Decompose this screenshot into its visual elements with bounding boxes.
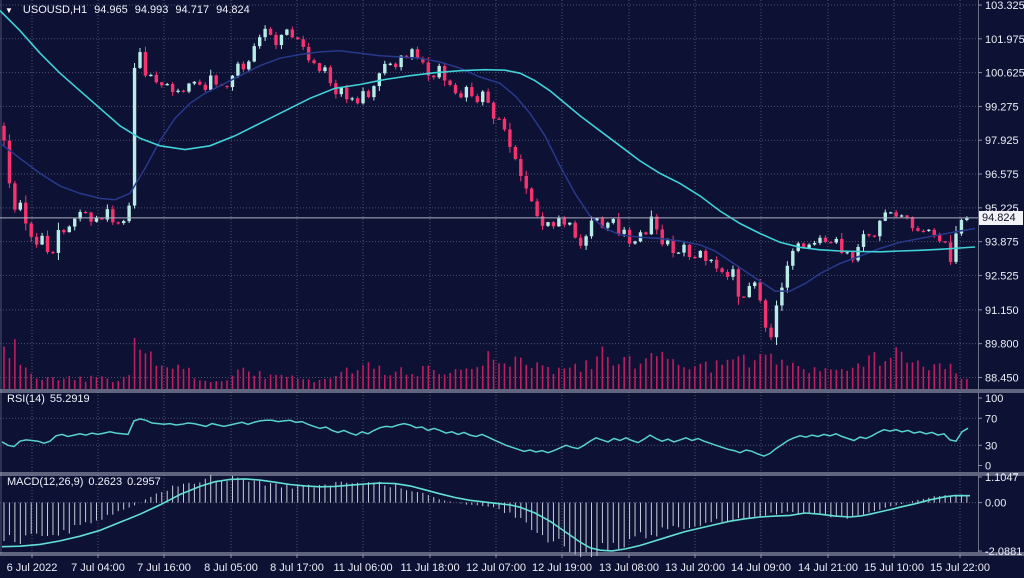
rsi-indicator-label: RSI(14) 55.2919: [7, 393, 95, 406]
time-tick-label: 8 Jul 17:00: [270, 562, 324, 574]
panel-separators: [0, 0, 1024, 556]
current-price-tag: 94.824: [979, 211, 1023, 225]
quote-open: 94.965: [94, 4, 128, 16]
rsi-tick-label: 0: [985, 461, 991, 473]
price-axis[interactable]: 103.325 101.975 100.625 99.275 97.925 96.575 9…: [978, 0, 1024, 384]
macd-panel: [0, 474, 978, 558]
grid-lines: [0, 0, 978, 554]
time-tick-label: 11 Jul 18:00: [400, 562, 459, 574]
macd-signal-value: 0.2957: [127, 476, 161, 488]
time-tick-label: 12 Jul 07:00: [466, 562, 526, 574]
time-tick-label: 14 Jul 09:00: [731, 562, 791, 574]
rsi-tick-label: 70: [985, 413, 997, 425]
quote-close: 94.824: [216, 4, 250, 16]
time-tick-label: 13 Jul 20:00: [665, 562, 725, 574]
time-tick-label: 15 Jul 22:00: [930, 562, 990, 574]
time-axis[interactable]: 6 Jul 2022 7 Jul 04:00 7 Jul 16:00 8 Jul 05…: [7, 554, 990, 574]
rsi-panel: [0, 417, 978, 457]
price-tick-label: 96.575: [985, 169, 1019, 181]
time-tick-label: 6 Jul 2022: [7, 562, 58, 574]
moving-averages: [0, 10, 976, 292]
price-tick-label: 92.525: [985, 270, 1019, 282]
symbol-period-label: USOUSD,H1: [22, 4, 88, 16]
macd-main-value: 0.2623: [88, 476, 123, 488]
macd-indicator-label: MACD(12,26,9) 0.2623 0.2957: [7, 476, 166, 489]
macd-signal-line: [1, 478, 971, 552]
price-tick-label: 100.625: [985, 68, 1024, 80]
price-tick-label: 91.150: [985, 305, 1019, 317]
symbol-dropdown-icon[interactable]: ▼: [5, 6, 13, 15]
chart-header: ▼ USOUSD,H1 94.965 94.993 94.717 94.824: [5, 4, 250, 17]
volume-bars: [3, 337, 968, 389]
price-tick-label: 89.800: [985, 339, 1019, 351]
rsi-value: 55.2919: [49, 393, 90, 405]
time-tick-label: 15 Jul 10:00: [864, 562, 924, 574]
time-tick-label: 7 Jul 04:00: [71, 562, 125, 574]
time-tick-label: 11 Jul 06:00: [333, 562, 392, 574]
time-tick-label: 8 Jul 05:00: [204, 562, 258, 574]
time-tick-label: 13 Jul 08:00: [599, 562, 659, 574]
price-tick-label: 103.325: [985, 0, 1024, 12]
ma-slow-line: [0, 10, 976, 253]
rsi-tick-label: 30: [985, 440, 997, 452]
rsi-line: [1, 418, 969, 457]
candlesticks: [2, 25, 969, 346]
ma-fast-line: [0, 49, 976, 292]
macd-tick-label: -2.0881: [985, 546, 1022, 558]
price-tick-label: 101.975: [985, 34, 1024, 46]
price-tick-label: 88.450: [985, 372, 1019, 384]
macd-name: MACD(12,26,9): [7, 476, 84, 488]
quote-high: 94.993: [134, 4, 169, 16]
rsi-axis[interactable]: 100 70 30 0: [978, 393, 1003, 473]
macd-tick-label: 1.1047: [985, 472, 1019, 484]
price-tick-label: 97.925: [985, 135, 1019, 147]
quote-low: 94.717: [175, 4, 210, 16]
macd-axis[interactable]: 1.1047 0.00 -2.0881: [978, 472, 1022, 558]
time-tick-label: 7 Jul 16:00: [137, 562, 191, 574]
price-tick-label: 93.875: [985, 237, 1019, 249]
time-tick-label: 12 Jul 19:00: [532, 562, 592, 574]
rsi-name: RSI(14): [7, 393, 45, 405]
time-tick-label: 14 Jul 21:00: [798, 562, 858, 574]
macd-tick-label: 0.00: [985, 498, 1006, 510]
rsi-tick-label: 100: [985, 393, 1003, 405]
price-tick-label: 99.275: [985, 101, 1019, 113]
